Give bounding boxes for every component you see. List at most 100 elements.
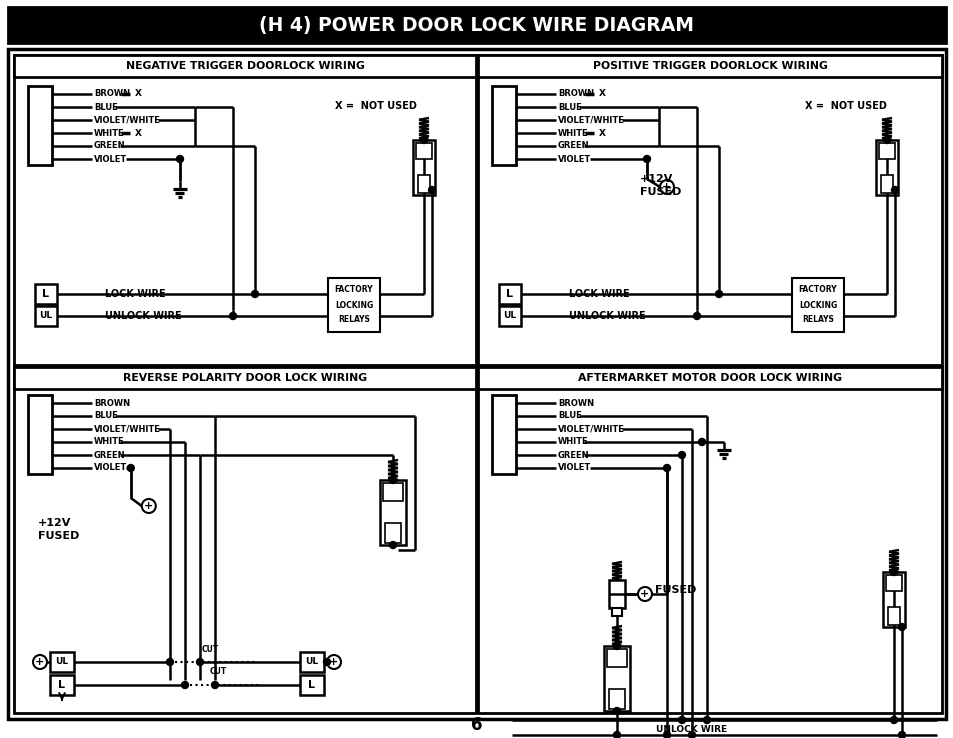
Text: VIOLET/WHITE: VIOLET/WHITE	[94, 116, 161, 125]
Text: X: X	[134, 128, 141, 137]
Circle shape	[230, 312, 236, 320]
Text: VIOLET: VIOLET	[558, 463, 591, 472]
Circle shape	[142, 499, 155, 513]
Bar	[416, 143, 432, 159]
Bar	[477, 55, 941, 77]
Bar	[35, 284, 57, 304]
Bar	[875, 140, 897, 195]
Bar	[417, 175, 430, 193]
Text: NEGATIVE TRIGGER DOORLOCK WIRING: NEGATIVE TRIGGER DOORLOCK WIRING	[126, 61, 364, 71]
Circle shape	[176, 156, 183, 162]
Text: +12V: +12V	[639, 174, 673, 184]
Text: +: +	[639, 589, 649, 599]
Text: X: X	[598, 89, 605, 98]
Bar	[887, 607, 899, 625]
Bar	[14, 367, 476, 389]
Text: L: L	[308, 680, 315, 690]
Circle shape	[323, 658, 330, 666]
Text: BROWN: BROWN	[94, 399, 130, 407]
Text: L: L	[43, 289, 50, 299]
Circle shape	[678, 452, 685, 458]
Text: FACTORY: FACTORY	[335, 286, 373, 294]
Text: WHITE: WHITE	[94, 438, 125, 446]
Circle shape	[420, 137, 427, 143]
Text: FUSED: FUSED	[639, 187, 680, 197]
Bar	[299, 652, 324, 672]
Text: X: X	[598, 128, 605, 137]
Bar	[878, 143, 894, 159]
Bar	[328, 278, 379, 332]
Text: BROWN: BROWN	[558, 399, 594, 407]
Circle shape	[889, 717, 897, 723]
Text: AFTERMARKET MOTOR DOOR LOCK WIRING: AFTERMARKET MOTOR DOOR LOCK WIRING	[578, 373, 841, 383]
Bar	[477, 367, 941, 389]
Text: GREEN: GREEN	[558, 450, 589, 460]
Text: UNLOCK WIRE: UNLOCK WIRE	[656, 725, 727, 734]
Text: VIOLET: VIOLET	[94, 463, 127, 472]
Bar	[603, 646, 629, 711]
Circle shape	[889, 568, 897, 576]
Circle shape	[613, 731, 619, 738]
Circle shape	[702, 717, 710, 723]
Text: +: +	[144, 501, 153, 511]
Bar	[8, 7, 945, 43]
Text: LOCKING: LOCKING	[335, 300, 373, 309]
Text: WHITE: WHITE	[558, 128, 588, 137]
Bar	[498, 306, 520, 326]
Text: X =  NOT USED: X = NOT USED	[335, 101, 416, 111]
Text: BLUE: BLUE	[558, 412, 581, 421]
Text: REVERSE POLARITY DOOR LOCK WIRING: REVERSE POLARITY DOOR LOCK WIRING	[123, 373, 367, 383]
Circle shape	[898, 731, 904, 738]
Text: VIOLET/WHITE: VIOLET/WHITE	[94, 424, 161, 433]
Text: LOCK WIRE: LOCK WIRE	[105, 289, 166, 299]
Bar	[50, 675, 74, 695]
Bar	[14, 367, 476, 713]
Bar	[385, 523, 400, 543]
Text: +: +	[661, 182, 671, 192]
Text: RELAYS: RELAYS	[337, 316, 370, 325]
Circle shape	[638, 587, 651, 601]
Text: X =  NOT USED: X = NOT USED	[804, 101, 886, 111]
Bar	[498, 284, 520, 304]
Circle shape	[643, 156, 650, 162]
Circle shape	[389, 542, 396, 548]
Bar	[608, 580, 624, 608]
Bar	[882, 572, 904, 627]
Text: CUT: CUT	[201, 646, 218, 655]
Bar	[299, 675, 324, 695]
Bar	[35, 306, 57, 326]
Text: BLUE: BLUE	[94, 103, 117, 111]
Circle shape	[181, 681, 189, 689]
Text: +: +	[35, 657, 45, 667]
Circle shape	[662, 464, 670, 472]
Bar	[880, 175, 892, 193]
Text: VIOLET/WHITE: VIOLET/WHITE	[558, 116, 624, 125]
Bar	[492, 86, 516, 165]
Text: BROWN: BROWN	[558, 89, 594, 98]
Bar	[791, 278, 843, 332]
Circle shape	[882, 137, 889, 143]
Text: LOCK WIRE: LOCK WIRE	[568, 289, 629, 299]
Text: GREEN: GREEN	[558, 142, 589, 151]
Circle shape	[327, 655, 340, 669]
Text: +12V: +12V	[38, 518, 71, 528]
Circle shape	[890, 187, 898, 193]
Circle shape	[389, 477, 396, 483]
Bar	[477, 367, 941, 713]
Circle shape	[898, 624, 904, 630]
Text: LOCKING: LOCKING	[798, 300, 836, 309]
Text: GREEN: GREEN	[94, 450, 126, 460]
Text: RELAYS: RELAYS	[801, 316, 833, 325]
Circle shape	[196, 658, 203, 666]
Circle shape	[613, 643, 619, 649]
Text: UL: UL	[305, 658, 318, 666]
Text: FACTORY: FACTORY	[798, 286, 837, 294]
Text: 6: 6	[471, 716, 482, 734]
Bar	[606, 649, 626, 667]
Text: UNLOCK WIRE: UNLOCK WIRE	[105, 311, 181, 321]
Circle shape	[715, 291, 721, 297]
Text: UL: UL	[55, 658, 69, 666]
Text: UL: UL	[503, 311, 516, 320]
Circle shape	[698, 438, 705, 446]
Bar	[492, 395, 516, 474]
